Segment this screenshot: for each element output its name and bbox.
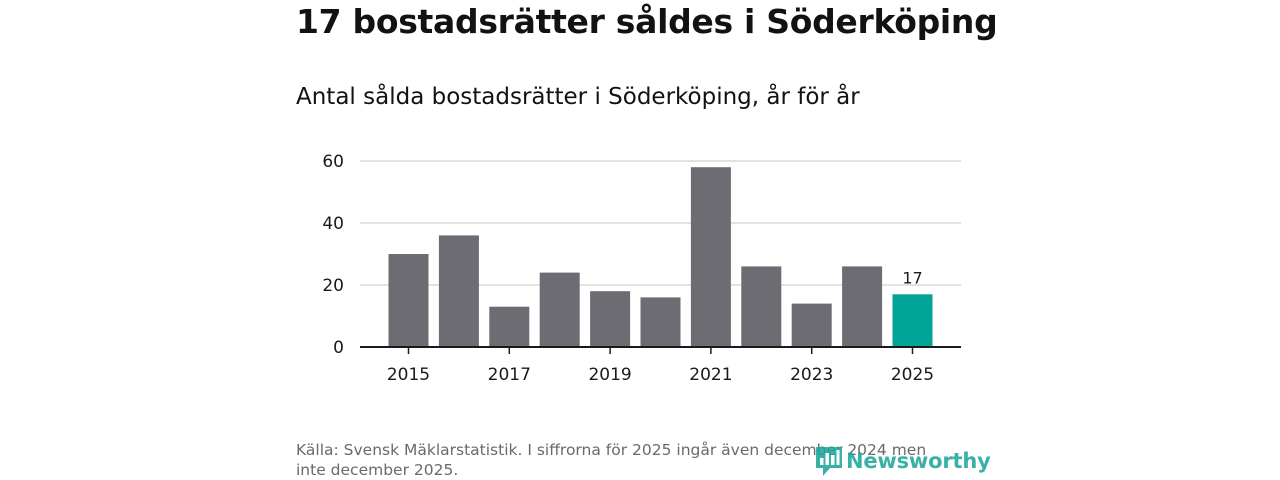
logo-text: Newsworthy <box>846 449 991 473</box>
bar-2017 <box>489 306 530 347</box>
bar-chart: 0 20 40 60 17 2015 2017 2019 2021 2023 2025 <box>322 152 961 385</box>
source-note: Källa: Svensk Mäklarstatistik. I siffror… <box>296 441 927 479</box>
bar-2021 <box>690 167 731 347</box>
bar-chart-logo-icon <box>816 447 842 476</box>
newsworthy-logo[interactable]: Newsworthy <box>814 443 991 479</box>
bar-2019 <box>590 291 631 347</box>
y-tick-label: 60 <box>322 152 344 172</box>
x-tick-label: 2025 <box>891 365 934 385</box>
bar-2025 <box>892 294 933 347</box>
data-label: 17 <box>902 268 922 287</box>
bar-2022 <box>741 266 782 347</box>
bar-2018 <box>539 272 580 347</box>
x-tick-label: 2021 <box>689 365 732 385</box>
x-tick-label: 2019 <box>588 365 631 385</box>
y-tick-label: 20 <box>322 276 344 296</box>
x-tick-label: 2023 <box>790 365 833 385</box>
chart-title: 17 bostadsrätter såldes i Söderköping <box>296 2 998 41</box>
chart-subtitle: Antal sålda bostadsrätter i Söderköping,… <box>296 84 860 110</box>
y-tick-label: 40 <box>322 214 344 234</box>
y-tick-label: 0 <box>333 338 344 358</box>
x-tick-label: 2015 <box>387 365 430 385</box>
bar-2016 <box>438 235 479 347</box>
bar-2015 <box>388 254 429 347</box>
x-tick-label: 2017 <box>488 365 531 385</box>
bar-2020 <box>640 297 681 347</box>
bar-2024 <box>842 266 883 347</box>
bar-2023 <box>791 303 832 347</box>
